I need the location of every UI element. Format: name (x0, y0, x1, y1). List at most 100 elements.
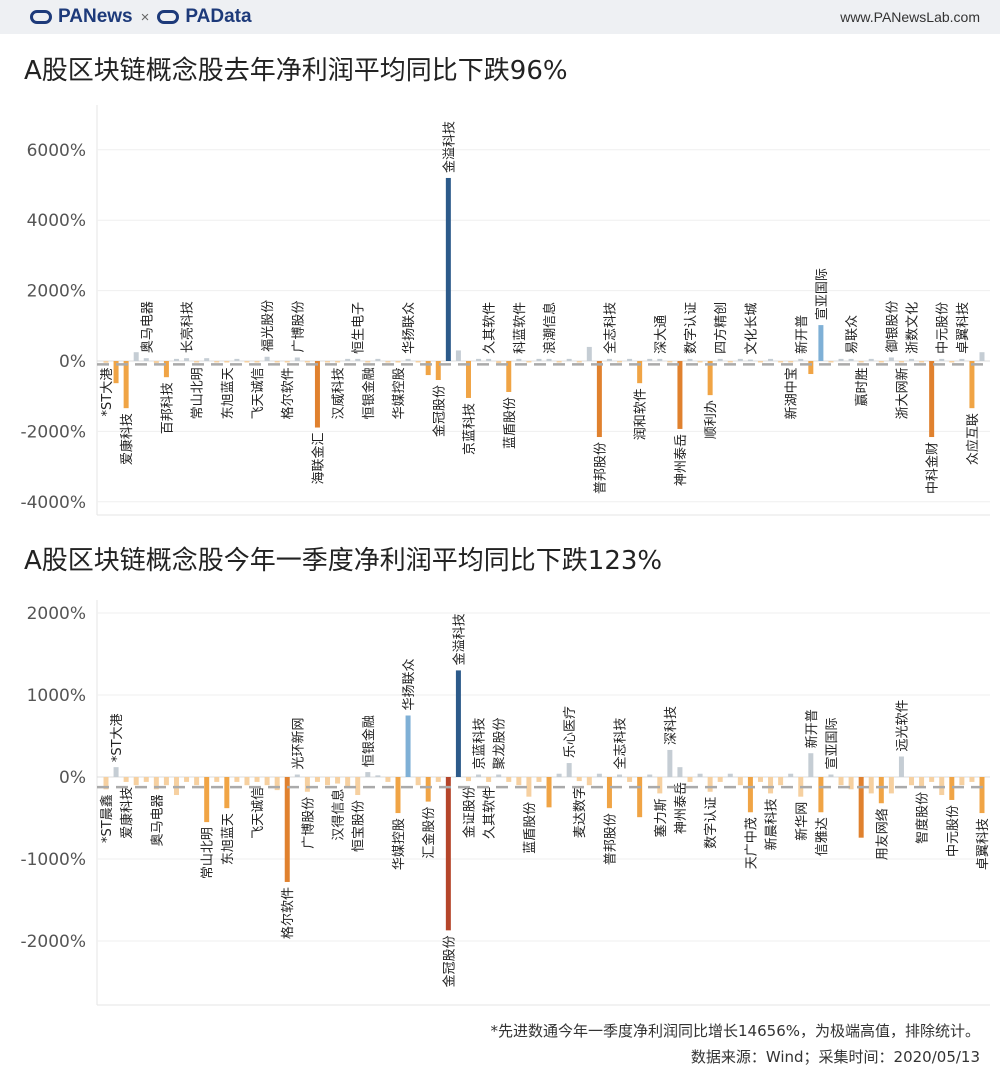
bar-label: 顺利办 (704, 400, 719, 439)
bar (627, 358, 633, 361)
bar (476, 774, 482, 777)
bar (596, 773, 602, 777)
bar (103, 361, 109, 363)
bar (486, 358, 492, 361)
bar (687, 358, 693, 361)
bar-label: 格尔软件 (280, 367, 296, 419)
bar (979, 352, 985, 361)
bar (677, 767, 683, 777)
bar-label: 蓝盾股份 (523, 802, 538, 854)
bar-label: 全志科技 (602, 302, 618, 354)
bar-label: 久其软件 (483, 302, 498, 354)
bar (506, 361, 512, 392)
bar (405, 715, 411, 777)
bar-label: 智度股份 (915, 792, 931, 844)
bar (576, 361, 582, 363)
bar (194, 777, 200, 786)
bar (838, 358, 844, 361)
bar-label: 常山北明 (201, 827, 216, 879)
y-tick-label: 0% (59, 768, 86, 788)
bar (184, 358, 190, 361)
bar (234, 777, 240, 782)
bar-label: 奥马电器 (150, 794, 165, 846)
bar-label: 恒生电子 (352, 302, 367, 354)
bar (848, 777, 854, 790)
bar (244, 777, 250, 786)
bar (898, 361, 904, 363)
y-tick-label: 0% (59, 352, 86, 372)
bar-label: 金冠股份 (431, 385, 447, 437)
bar (647, 774, 653, 777)
bar (254, 777, 260, 782)
bar (345, 358, 351, 361)
bar-label: 卓翼科技 (956, 302, 971, 354)
bar (304, 361, 310, 363)
bar (808, 753, 814, 777)
bar-label: 久其软件 (483, 787, 498, 839)
bar (445, 777, 451, 931)
bar (465, 777, 471, 782)
panews-logo-icon (30, 10, 52, 24)
bar (697, 773, 703, 777)
bar-label: 爱康科技 (119, 413, 135, 465)
bar (566, 763, 572, 777)
bar-label: 金溢科技 (441, 121, 457, 173)
bar (677, 361, 683, 429)
bar (909, 777, 915, 786)
bar (395, 361, 401, 363)
bar-label: 奥马电器 (140, 301, 155, 353)
bar (385, 361, 391, 363)
y-tick-label: 1000% (27, 686, 86, 706)
bar (808, 361, 814, 375)
bar (435, 777, 441, 782)
bar (888, 357, 894, 361)
bar (717, 777, 723, 782)
bar (556, 361, 562, 363)
bar (284, 361, 290, 363)
chart2-title: A股区块链概念股今年一季度净利润平均同比下跌123% (24, 546, 663, 576)
bar-label: 华扬联众 (402, 302, 417, 354)
bar (335, 361, 341, 363)
bar-label: 塞力斯 (653, 798, 669, 837)
bar-label: 赢时胜 (854, 367, 870, 406)
bar (204, 777, 210, 823)
bar (667, 361, 673, 363)
bar-label: 聚龙股份 (493, 718, 508, 770)
bar-label: 新开普 (804, 709, 820, 748)
bar-label: 普邦股份 (603, 813, 618, 865)
bar (526, 777, 532, 797)
bar (355, 358, 361, 361)
bar (194, 361, 200, 363)
bar (596, 361, 602, 438)
bar (757, 777, 763, 782)
bar-label: 科蓝软件 (513, 302, 528, 354)
bar (737, 777, 743, 786)
bar (264, 356, 270, 361)
bar (274, 777, 280, 791)
brand-logos: PANews × PAData (30, 6, 252, 28)
bar-label: 数字认证 (704, 797, 719, 849)
bar (788, 361, 794, 363)
bar (556, 773, 562, 777)
bar (173, 358, 179, 361)
bar (979, 777, 985, 814)
bar (838, 777, 844, 786)
bar-label: 飞天诚信 (251, 787, 266, 839)
bar-label: 华媒控股 (392, 818, 407, 870)
bar-label: 京蓝科技 (473, 718, 488, 770)
bar (768, 358, 774, 361)
bar (878, 777, 884, 804)
bar (828, 774, 834, 777)
bar-label: 中元股份 (936, 302, 951, 354)
bar-label: *ST晨鑫 (99, 794, 115, 843)
bar (335, 777, 341, 784)
bar (778, 777, 784, 786)
bar-label: 东旭蓝天 (221, 813, 236, 865)
bar (184, 777, 190, 782)
bar (929, 777, 935, 782)
bar (123, 777, 129, 782)
bar (234, 358, 240, 361)
bar (737, 358, 743, 361)
